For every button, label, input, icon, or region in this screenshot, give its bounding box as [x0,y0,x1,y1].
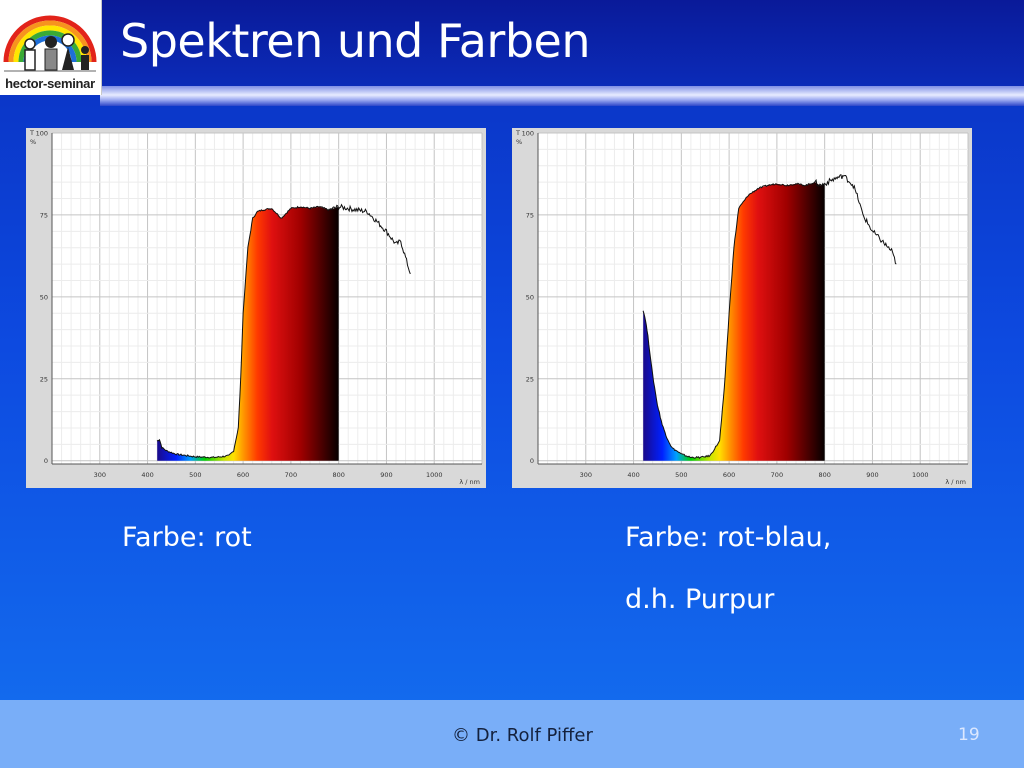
slide-title: Spektren und Farben [120,14,590,68]
y-tick-label: 50 [40,293,48,301]
x-tick-label: 700 [285,471,297,479]
title-band [0,0,1024,86]
logo-text: hector-seminar [5,76,95,91]
hector-seminar-logo: hector-seminar [0,0,102,95]
x-tick-label: 700 [771,471,783,479]
spectrum-chart-purple: 0 25 50 75 100 300 400 500 600 700 800 900 1000 T% λ /… [512,128,972,488]
x-axis-label: λ / nm [459,478,480,486]
x-tick-label: 900 [380,471,392,479]
spectrum-fill [643,182,825,461]
x-tick-label: 300 [94,471,106,479]
x-axis-label: λ / nm [945,478,966,486]
spectrum-line [156,203,411,459]
y-axis-label: T [29,129,34,137]
spectrum-line [642,173,897,459]
y-tick-label: 100 [522,130,534,138]
x-tick-label: 1000 [912,471,929,479]
spectrum-chart-red: 0 25 50 75 100 300 400 500 600 700 800 900 1000 T% λ /… [26,128,486,488]
title-underline-bar [100,86,1024,106]
x-tick-label: 800 [818,471,830,479]
y-tick-label: 50 [526,293,534,301]
rainbow-family-logo-icon [3,15,97,72]
x-tick-label: 600 [237,471,249,479]
x-tick-label: 500 [189,471,201,479]
footer-bar: © Dr. Rolf Piffer 19 [0,700,1024,768]
x-tick-label: 600 [723,471,735,479]
x-tick-label: 400 [141,471,153,479]
slide-number: 19 [958,725,980,745]
y-tick-label: 75 [526,211,534,219]
caption-purple-line2: d.h. Purpur [625,584,775,615]
x-tick-label: 500 [675,471,687,479]
y-tick-label: 0 [44,457,48,465]
y-axis-label: T [515,129,520,137]
y-tick-label: 0 [530,457,534,465]
x-tick-label: 800 [332,471,344,479]
y-tick-label: 75 [40,211,48,219]
y-tick-label: 25 [40,375,48,383]
caption-purple-line1: Farbe: rot-blau, [625,522,832,553]
y-tick-label: 100 [36,130,48,138]
x-tick-label: 1000 [426,471,443,479]
caption-red: Farbe: rot [122,522,252,553]
x-tick-label: 300 [580,471,592,479]
x-tick-label: 900 [866,471,878,479]
spectrum-fill [157,206,339,461]
footer-credit: © Dr. Rolf Piffer [452,725,593,746]
y-axis-unit: % [30,138,36,146]
x-tick-label: 400 [627,471,639,479]
y-tick-label: 25 [526,375,534,383]
y-axis-unit: % [516,138,522,146]
